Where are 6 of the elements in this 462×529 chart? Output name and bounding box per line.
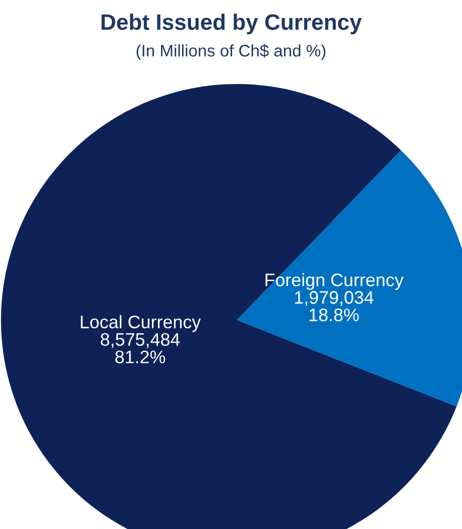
- chart-subtitle: (In Millions of Ch$ and %): [136, 44, 326, 60]
- slice-label: Foreign Currency: [266, 273, 404, 290]
- slice-label: Local Currency: [80, 315, 201, 332]
- data-label: 8,575,484 81.2%: [100, 333, 180, 364]
- data-label: 1,979,034 18.8%: [295, 291, 374, 322]
- chart-title: Debt Issued by Currency: [102, 14, 362, 34]
